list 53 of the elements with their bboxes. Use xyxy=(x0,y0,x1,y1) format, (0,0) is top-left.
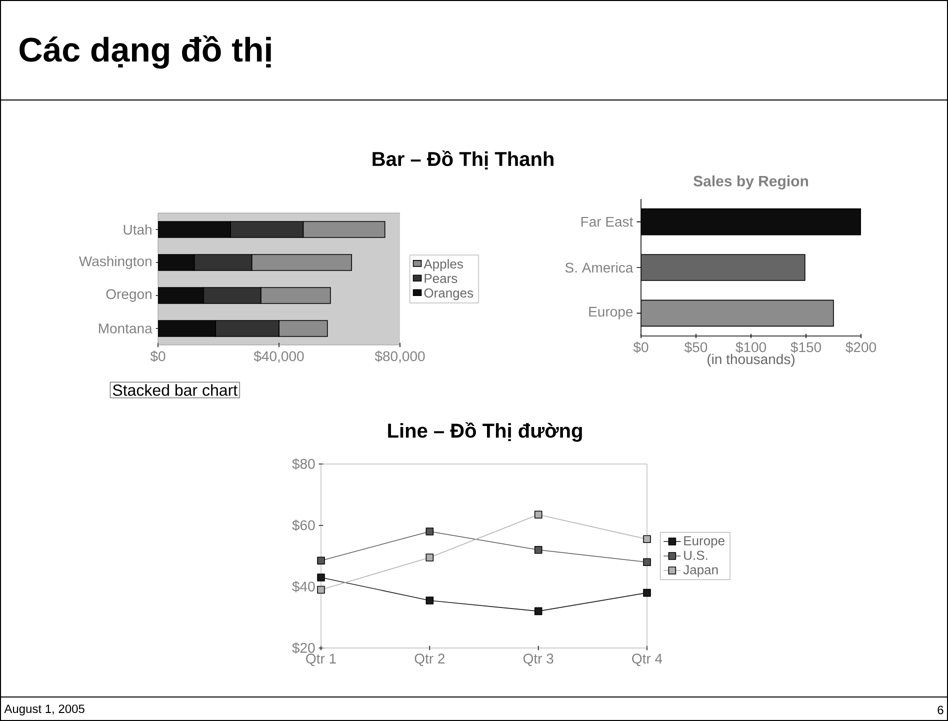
legend-label: Japan xyxy=(683,565,718,577)
x-tick-label: $100 xyxy=(736,342,766,353)
y-tick-label: Utah xyxy=(124,224,152,235)
y-tick-label: Far East xyxy=(581,216,634,227)
y-tick-label: $80 xyxy=(292,458,315,470)
point xyxy=(317,574,325,582)
x-tick-label: $80,000 xyxy=(374,350,425,363)
x-tick-label: Qtr 4 xyxy=(632,654,662,666)
y-tick-label: S. America xyxy=(565,262,634,273)
point xyxy=(534,607,542,616)
chart-title: Các dạng đồ thị xyxy=(20,35,271,69)
point xyxy=(643,588,651,597)
point xyxy=(317,556,325,565)
x-axis-title: (in thousands) xyxy=(708,354,794,367)
text: 6 xyxy=(938,706,944,714)
legend-label: Pears xyxy=(424,274,458,284)
x-tick-label: $40,000 xyxy=(254,350,304,363)
text: Bar – Đồ Thị Thanh xyxy=(372,150,554,170)
point xyxy=(643,535,651,544)
point xyxy=(317,586,325,594)
bar xyxy=(158,287,204,304)
legend-label: Europe xyxy=(684,536,724,548)
y-tick-label: Washington xyxy=(78,256,152,270)
x-tick-label: $0 xyxy=(150,350,166,362)
point xyxy=(426,596,434,604)
x-tick-label: $50 xyxy=(684,342,708,353)
bar xyxy=(158,221,231,238)
y-tick-label: Montana xyxy=(99,324,152,334)
x-tick-label: Qtr 3 xyxy=(523,654,554,666)
point xyxy=(534,546,542,554)
chart-subtitle: Line – Đồ Thị đường xyxy=(388,422,582,442)
x-tick-label: $150 xyxy=(790,342,822,353)
bar xyxy=(158,254,195,271)
legend-label: Oranges xyxy=(424,288,474,300)
y-tick-label: Oregon xyxy=(106,289,152,302)
bar xyxy=(158,320,216,337)
point xyxy=(426,554,434,562)
y-tick-label: $20 xyxy=(292,642,315,654)
x-tick-label: $200 xyxy=(846,342,876,353)
point xyxy=(643,558,651,566)
legend-label: Apples xyxy=(424,259,463,272)
chart-title: Sales by Region xyxy=(694,175,808,190)
point xyxy=(534,510,542,519)
x-tick-label: Qtr 1 xyxy=(306,654,336,666)
text: Stacked bar chart xyxy=(112,384,238,396)
y-tick-label: $60 xyxy=(292,520,315,532)
legend-label: U.S. xyxy=(684,550,708,560)
y-tick-label: Europe xyxy=(589,306,633,320)
x-tick-label: Qtr 2 xyxy=(414,654,445,666)
point xyxy=(426,528,434,536)
text: August 1, 2005 xyxy=(4,704,84,716)
y-tick-label: $40 xyxy=(292,581,315,592)
x-tick-label: $0 xyxy=(633,342,648,353)
